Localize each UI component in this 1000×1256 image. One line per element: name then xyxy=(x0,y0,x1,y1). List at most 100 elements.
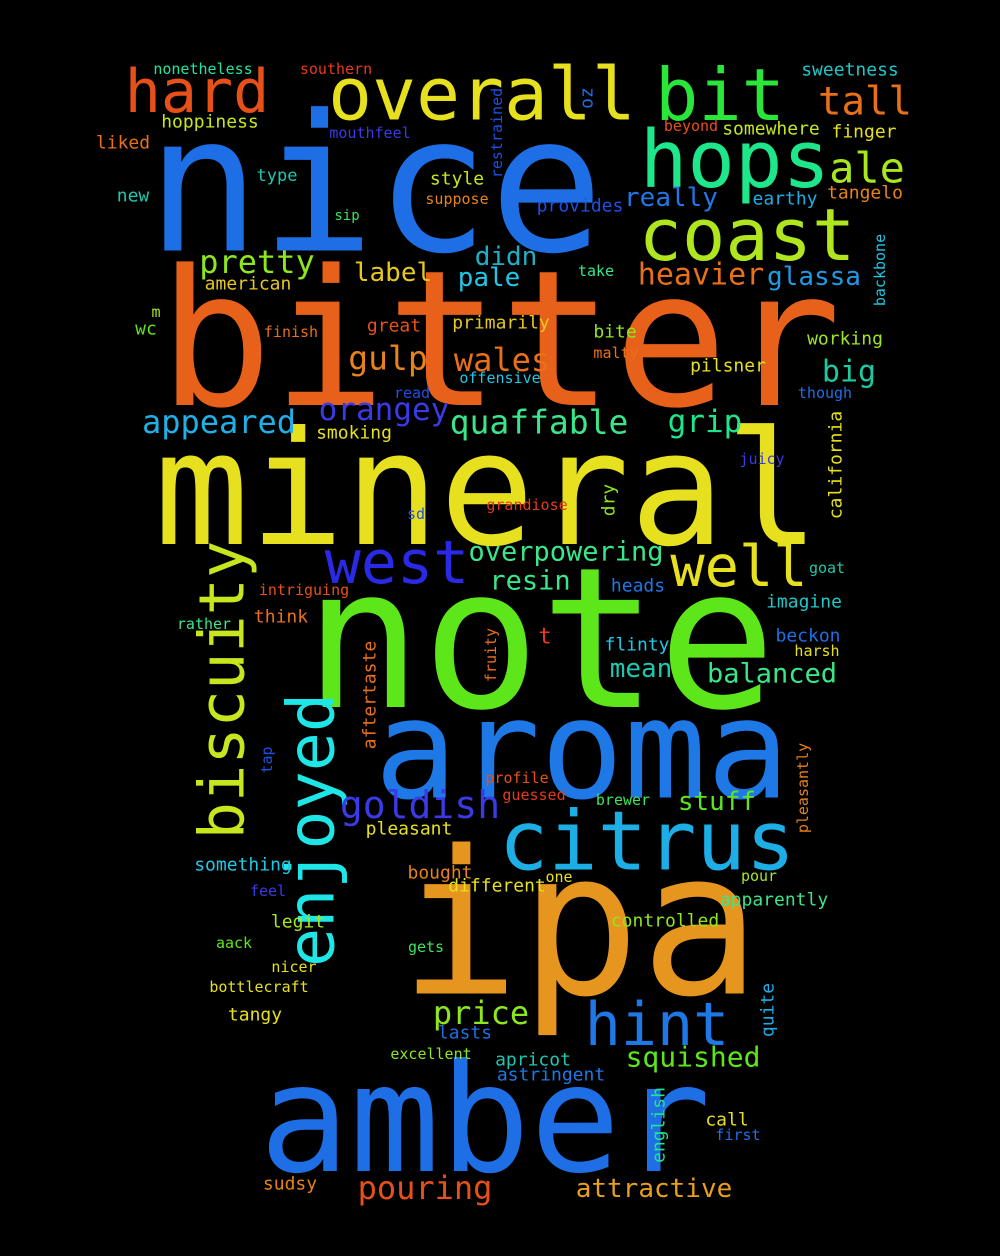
word: smoking xyxy=(316,423,392,444)
word: hops xyxy=(640,114,830,206)
word: glassa xyxy=(767,262,861,292)
word: ipa xyxy=(399,809,760,1042)
word: tangy xyxy=(228,1005,282,1026)
word: apparently xyxy=(720,890,829,911)
word: think xyxy=(254,607,308,628)
word: balanced xyxy=(707,659,837,690)
word: m xyxy=(151,303,160,321)
word: quaffable xyxy=(450,403,629,442)
word: grandiose xyxy=(486,496,567,514)
word: california xyxy=(826,411,847,519)
word: sudsy xyxy=(263,1174,317,1195)
word: backbone xyxy=(871,234,889,306)
word: coast xyxy=(639,193,856,277)
word: call xyxy=(705,1110,748,1131)
word: enjoyed xyxy=(275,693,350,967)
word: something xyxy=(194,855,292,876)
word: bit xyxy=(655,53,785,137)
word: west xyxy=(325,528,470,598)
word: bitter xyxy=(159,230,842,450)
word: sd xyxy=(407,505,425,523)
word: style xyxy=(430,169,484,190)
word: gulp xyxy=(348,339,427,378)
word: new xyxy=(117,186,150,207)
word: quite xyxy=(758,983,779,1037)
word: pleasantly xyxy=(794,743,812,833)
word: aack xyxy=(216,934,252,952)
word: hoppiness xyxy=(161,112,259,133)
word: appeared xyxy=(142,403,296,441)
word: malty xyxy=(593,344,638,362)
word: provides xyxy=(537,196,624,217)
word: overpowering xyxy=(468,537,663,568)
word: nice xyxy=(146,75,604,296)
word: well xyxy=(670,534,807,600)
word: astringent xyxy=(497,1065,605,1086)
word: attractive xyxy=(576,1174,733,1204)
word: somewhere xyxy=(722,119,820,140)
word: hint xyxy=(585,990,730,1060)
word: imagine xyxy=(766,592,842,613)
word: bought xyxy=(407,863,472,884)
word: intriguing xyxy=(259,581,349,599)
word: really xyxy=(624,183,718,213)
word: pilsner xyxy=(690,356,766,377)
word: read xyxy=(394,384,430,402)
word: oz xyxy=(577,87,598,109)
word: suppose xyxy=(425,190,488,208)
word: flinty xyxy=(604,635,669,656)
word: tangelo xyxy=(827,183,903,204)
word: label xyxy=(354,258,432,288)
word: pale xyxy=(458,263,521,293)
word: primarily xyxy=(452,313,550,334)
word: wales xyxy=(454,341,550,379)
word: earthy xyxy=(752,189,817,210)
word: citrus xyxy=(499,795,795,890)
word: mineral xyxy=(154,398,820,582)
word: type xyxy=(257,166,298,186)
word: grip xyxy=(668,404,743,440)
word: goat xyxy=(809,559,845,577)
word: offensive xyxy=(459,369,540,387)
word: controlled xyxy=(611,911,719,932)
word: restrained xyxy=(488,88,506,178)
word: juicy xyxy=(739,450,784,468)
word: first xyxy=(715,1126,760,1144)
word: tap xyxy=(258,746,276,773)
word: aftertaste xyxy=(360,641,381,749)
word: bottlecraft xyxy=(209,978,308,996)
word: guessed xyxy=(502,786,565,804)
word: big xyxy=(822,355,876,390)
word: sweetness xyxy=(801,60,899,81)
word: feel xyxy=(250,882,286,900)
word: aroma xyxy=(374,670,789,831)
word: fruity xyxy=(482,628,500,682)
word: orangey xyxy=(319,392,450,428)
word: brewer xyxy=(596,791,650,809)
word: beckon xyxy=(775,626,840,647)
word: one xyxy=(545,868,572,886)
word: ale xyxy=(829,144,905,193)
word: mouthfeel xyxy=(329,124,410,142)
word: american xyxy=(205,274,292,295)
word: finish xyxy=(264,323,318,341)
word: profile xyxy=(485,769,548,787)
word: excellent xyxy=(390,1045,471,1063)
word: rather xyxy=(177,615,231,633)
word: lasts xyxy=(438,1023,492,1044)
word: pour xyxy=(741,867,777,885)
word: nonetheless xyxy=(153,60,252,78)
word: price xyxy=(433,994,529,1032)
word: biscuity xyxy=(186,541,259,840)
word: mean xyxy=(610,654,673,684)
word: pretty xyxy=(199,243,315,281)
word: hard xyxy=(125,57,270,127)
word: southern xyxy=(300,60,372,78)
word: heads xyxy=(611,576,665,597)
word: pleasant xyxy=(366,819,453,840)
word: pouring xyxy=(358,1169,493,1207)
word: tall xyxy=(818,80,912,125)
word: gets xyxy=(408,938,444,956)
word: finger xyxy=(831,122,896,143)
